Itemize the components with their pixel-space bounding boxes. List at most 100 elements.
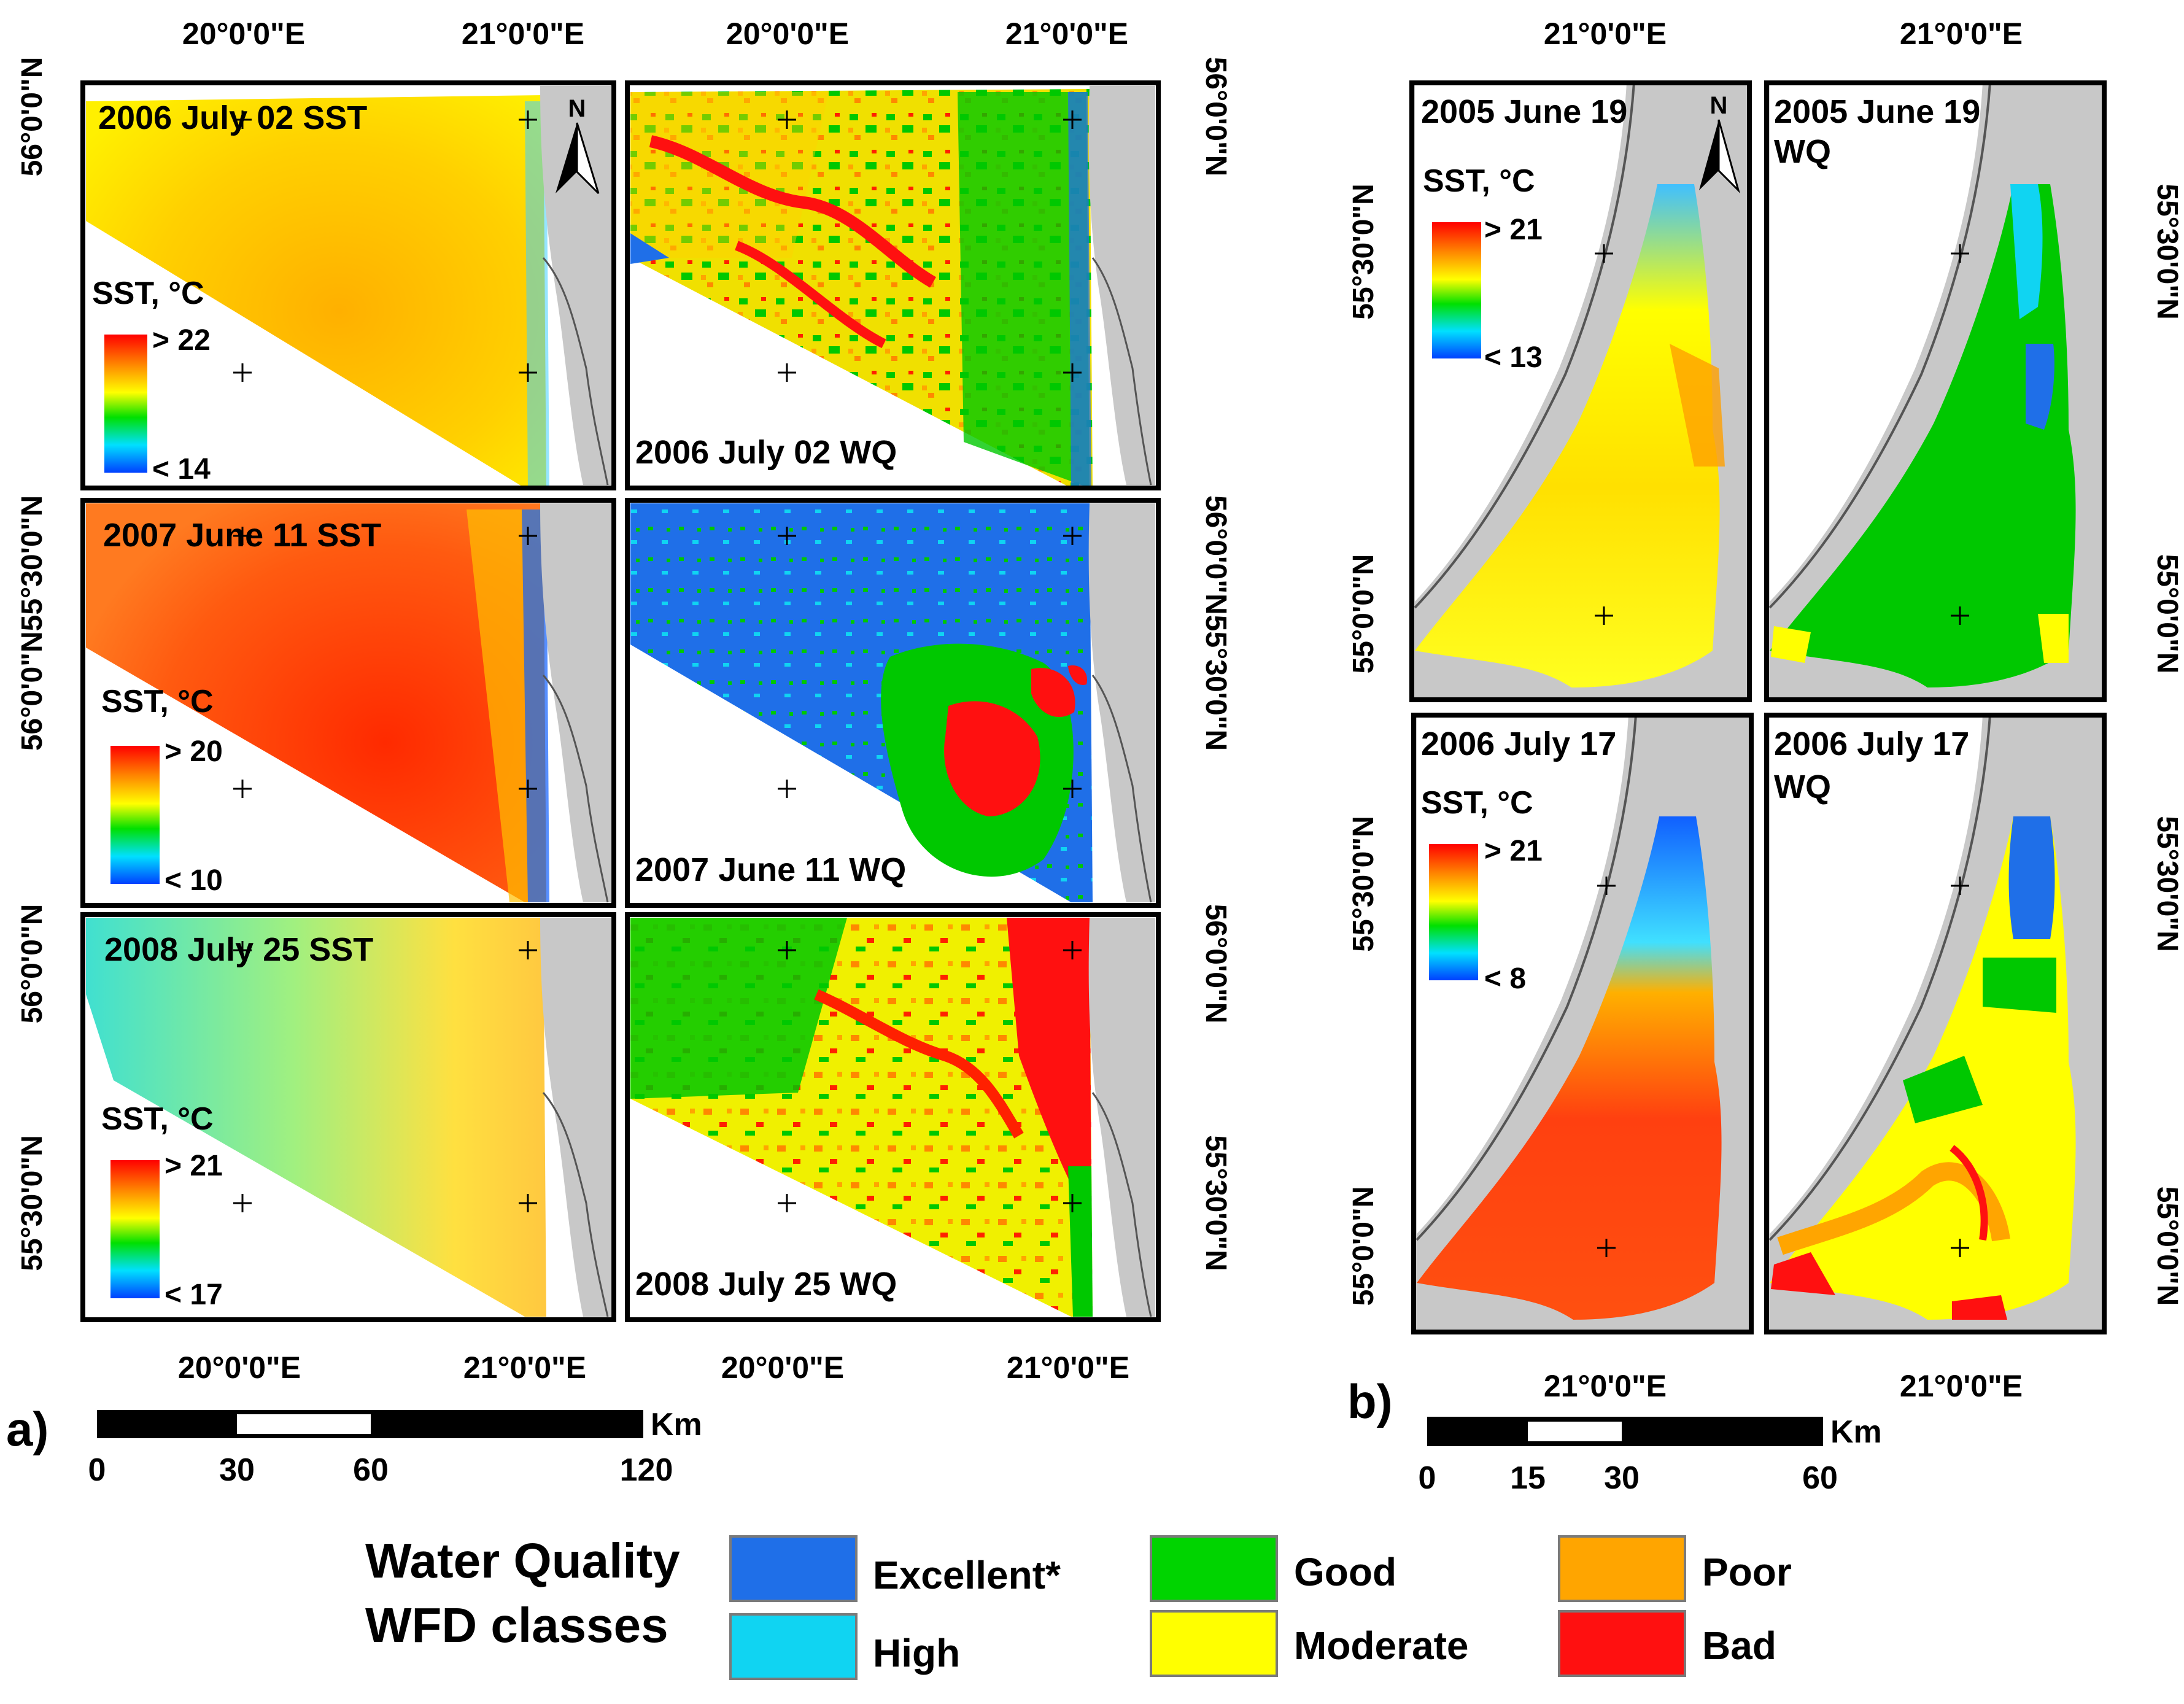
sst-legend-max: > 21 <box>165 1150 223 1182</box>
map-subtitle: WQ <box>1774 769 1831 805</box>
sst-legend-max: > 20 <box>165 735 223 768</box>
sst-legend-min: < 8 <box>1484 962 1526 995</box>
lon-label-bottom-b2: 21°0'0"E <box>1900 1369 2023 1403</box>
lat-label-right-b3: 55°30'0"N <box>2151 816 2183 952</box>
sst-legend-title: SST, °C <box>101 1101 214 1137</box>
lon-label-top-a3: 20°0'0"E <box>726 17 849 51</box>
scalebar-tick: 60 <box>353 1452 389 1488</box>
legend-swatch-bad <box>1558 1610 1686 1677</box>
legend-swatch-excellent <box>729 1535 858 1602</box>
wfd-class-legend: Water Quality WFD classes Excellent* Hig… <box>365 1533 1792 1680</box>
map-subtitle: WQ <box>1774 133 1831 170</box>
lat-label-left-a4: 55°30'0"N <box>16 1135 48 1271</box>
lat-label-right-b1: 55°30'0"N <box>2151 184 2183 320</box>
legend-label-excellent: Excellent* <box>873 1553 1061 1597</box>
scalebar-tick: 0 <box>88 1452 106 1488</box>
sst-color-ramp <box>110 746 160 884</box>
lat-label-right-b2: 55°0'0"N <box>2151 554 2183 674</box>
panel-label-b: b) <box>1347 1374 1393 1428</box>
lon-label-bottom-a4: 21°0'0"E <box>1007 1350 1129 1385</box>
sst-legend-title: SST, °C <box>92 276 204 311</box>
legend-swatch-poor <box>1558 1535 1686 1602</box>
map-2005-june-19-sst: 2005 June 19 SST, °C > 21 < 13 N <box>1409 80 1752 702</box>
map-title: 2006 July 17 <box>1774 726 1969 762</box>
map-title: 2006 July 02 WQ <box>635 434 897 471</box>
lat-label-right-b4: 55°0'0"N <box>2151 1187 2183 1306</box>
sst-legend-max: > 21 <box>1484 835 1543 867</box>
sst-legend-min: < 14 <box>152 453 211 486</box>
lat-label-left-b3: 55°30'0"N <box>1347 816 1380 952</box>
bad-quality-area <box>944 701 1040 816</box>
lon-label-top-a4: 21°0'0"E <box>1005 17 1128 51</box>
scalebar-unit: Km <box>1830 1414 1882 1450</box>
legend-swatch-good <box>1150 1535 1278 1602</box>
lat-label-left-a1: 56°0'0"N <box>16 57 48 177</box>
lon-label-bottom-a2: 21°0'0"E <box>463 1350 586 1385</box>
lat-label-right-a4: 55°30'0"N <box>1199 1135 1232 1271</box>
sst-legend-min: < 17 <box>165 1279 223 1311</box>
map-2006-july-17-sst: 2006 July 17 SST, °C > 21 < 8 <box>1411 713 1754 1334</box>
sst-legend-min: < 10 <box>165 864 223 897</box>
svg-text:N: N <box>568 95 586 122</box>
lat-label-left-b4: 55°0'0"N <box>1347 1187 1380 1306</box>
sst-color-ramp <box>104 335 147 473</box>
north-arrow-icon: N <box>1699 92 1740 194</box>
panel-label-a: a) <box>6 1402 48 1456</box>
lat-label-right-a3: 56°0'0"N <box>1199 904 1232 1024</box>
lat-label-right-a1: 56°0'0"N <box>1199 57 1232 177</box>
lon-label-bottom-a3: 20°0'0"E <box>721 1350 844 1385</box>
sst-legend-min: < 13 <box>1484 341 1543 374</box>
lat-label-right-a2: 56°0'0"N55°30'0"N <box>1199 495 1232 751</box>
scalebar-tick: 0 <box>1419 1460 1436 1496</box>
lon-label-bottom-b1: 21°0'0"E <box>1544 1369 1667 1403</box>
north-arrow-icon: N <box>556 95 600 195</box>
map-title: 2006 July 17 <box>1421 726 1616 762</box>
scalebar-tick: 15 <box>1510 1460 1546 1496</box>
scalebar-a: Km 0 30 60 120 <box>88 1407 702 1488</box>
legend-label-bad: Bad <box>1702 1624 1776 1668</box>
legend-label-poor: Poor <box>1702 1550 1792 1594</box>
sst-legend-max: > 21 <box>1484 214 1543 246</box>
map-2005-june-19-wq: 2005 June 19 WQ <box>1764 80 2107 702</box>
map-2007-june-11-sst: 2007 June 11 SST SST, °C > 20 < 10 <box>80 498 616 908</box>
scalebar-unit: Km <box>651 1407 702 1443</box>
sst-legend-max: > 22 <box>152 324 211 357</box>
lon-label-bottom-a1: 20°0'0"E <box>178 1350 301 1385</box>
legend-swatch-moderate <box>1150 1610 1278 1677</box>
sst-legend-title: SST, °C <box>1421 785 1533 821</box>
lon-label-top-a1: 20°0'0"E <box>182 17 305 51</box>
scalebar-tick: 120 <box>620 1452 673 1488</box>
scalebar-b: Km 0 15 30 60 <box>1419 1414 1882 1496</box>
map-2006-july-17-wq: 2006 July 17 WQ <box>1764 713 2107 1334</box>
lon-label-top-b2: 21°0'0"E <box>1900 17 2023 51</box>
sst-color-ramp <box>110 1160 160 1298</box>
map-2006-july-02-wq: 2006 July 02 WQ <box>625 80 1161 490</box>
map-2008-july-25-wq: 2008 July 25 WQ <box>625 912 1161 1322</box>
scalebar-tick: 30 <box>1604 1460 1640 1496</box>
lon-label-top-a2: 21°0'0"E <box>462 17 584 51</box>
svg-text:N: N <box>1710 92 1728 119</box>
sst-color-ramp <box>1429 844 1478 980</box>
map-2006-july-02-sst: 2006 July 02 SST SST, °C > 22 < 14 N <box>80 80 616 490</box>
map-title: 2006 July 02 SST <box>98 99 367 136</box>
map-title: 2007 June 11 WQ <box>635 851 906 888</box>
legend-label-moderate: Moderate <box>1294 1624 1469 1668</box>
sst-legend-title: SST, °C <box>101 684 214 719</box>
scalebar-tick: 30 <box>219 1452 255 1488</box>
map-title: 2005 June 19 <box>1421 93 1627 130</box>
lat-label-left-b1: 55°30'0"N <box>1347 184 1380 320</box>
legend-title-line2: WFD classes <box>365 1598 668 1652</box>
map-title: 2008 July 25 WQ <box>635 1266 897 1303</box>
sst-color-ramp <box>1432 222 1481 358</box>
legend-swatch-high <box>729 1613 858 1680</box>
legend-label-good: Good <box>1294 1550 1396 1594</box>
lon-label-top-b1: 21°0'0"E <box>1544 17 1667 51</box>
sst-legend-title: SST, °C <box>1423 163 1535 199</box>
lat-label-left-a3: 56°0'0"N <box>16 904 48 1024</box>
lat-label-left-b2: 55°0'0"N <box>1347 554 1380 674</box>
lat-label-left-a2: 56°0'0"N55°30'0"N <box>16 495 48 751</box>
legend-title-line1: Water Quality <box>365 1533 680 1588</box>
scalebar-tick: 60 <box>1802 1460 1838 1496</box>
map-title: 2005 June 19 <box>1774 93 1980 130</box>
panel-a: 20°0'0"E 21°0'0"E 20°0'0"E 21°0'0"E 20°0… <box>6 17 1232 1488</box>
